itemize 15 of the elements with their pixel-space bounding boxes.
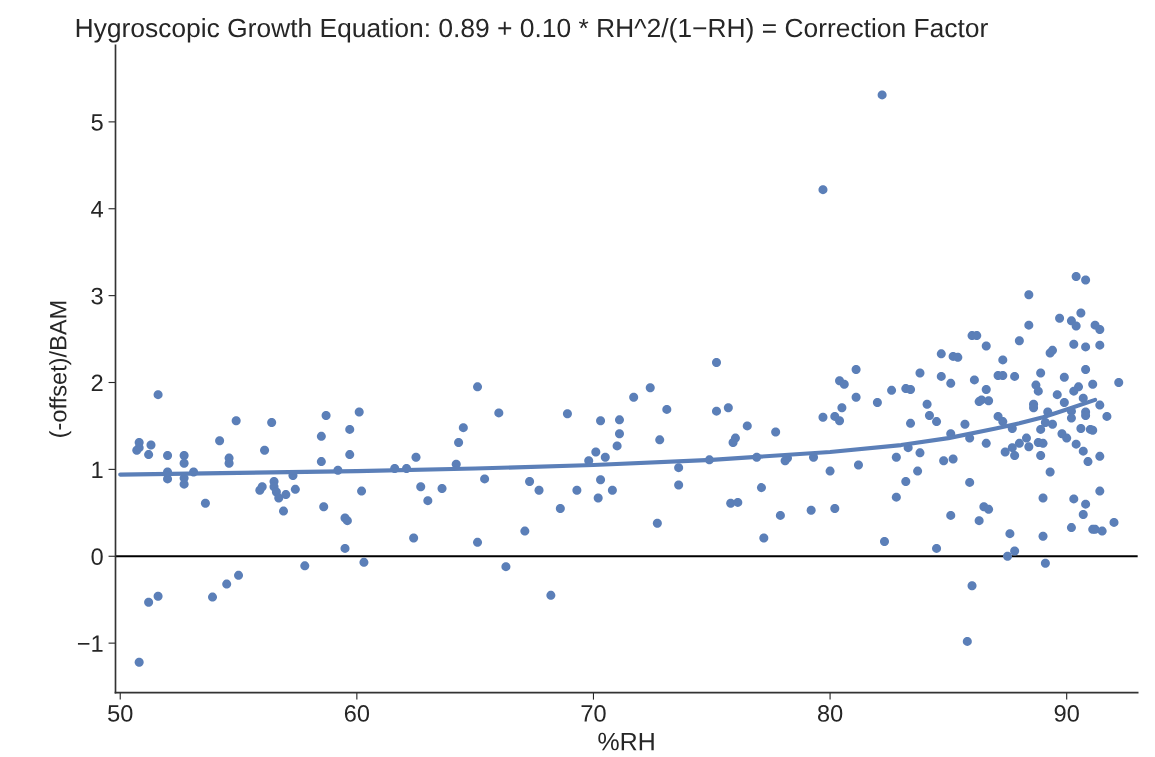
x-axis-title: %RH — [598, 732, 654, 751]
y-tick-label: 1 — [92, 461, 103, 478]
x-tick-label: 90 — [1054, 705, 1079, 722]
y-tick-label: 0 — [91, 548, 103, 566]
x-tick-label: 50 — [108, 705, 133, 722]
y-tick-label: −1 — [77, 635, 103, 652]
x-tick-label: 70 — [581, 705, 606, 722]
y-tick-label: 4 — [91, 201, 103, 218]
y-tick-label: 5 — [91, 114, 103, 131]
y-tick-label: 3 — [91, 287, 103, 305]
y-tick-label: 2 — [91, 374, 103, 392]
y-axis-title: (-offset)/BAM — [49, 301, 72, 437]
x-tick-label: 60 — [344, 705, 370, 722]
x-tick-label: 80 — [817, 705, 843, 722]
chart-title: Hygroscopic Growth Equation: 0.89 + 0.10 * RH^2/(1−RH) = Correction Factor — [76, 17, 988, 43]
